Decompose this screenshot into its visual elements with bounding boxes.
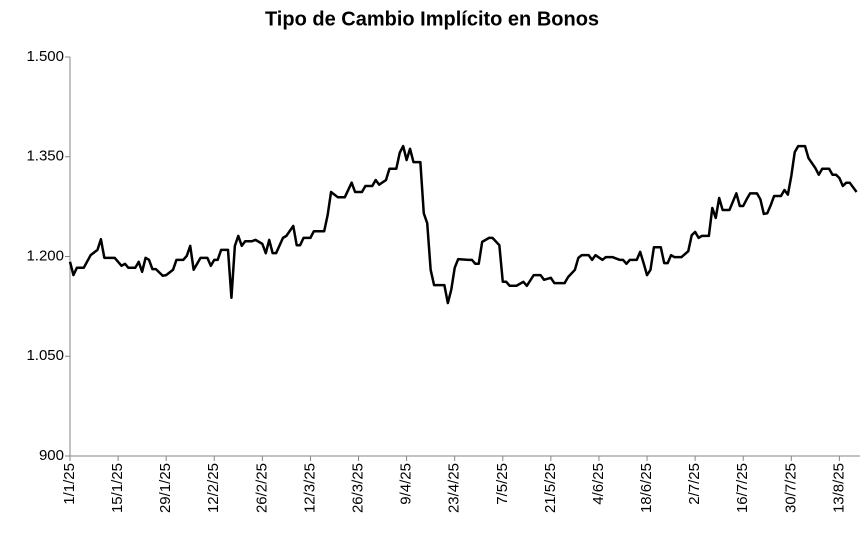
x-tick-label: 1/1/25 — [61, 463, 78, 505]
x-tick-label: 29/1/25 — [157, 463, 174, 513]
y-tick-label: 1.200 — [26, 247, 64, 264]
x-tick-label: 12/2/25 — [205, 463, 222, 513]
data-line — [68, 144, 858, 305]
y-tick-label: 1.500 — [26, 48, 64, 65]
x-tick-label: 13/8/25 — [830, 463, 847, 513]
x-tick-label: 9/4/25 — [398, 463, 415, 505]
x-tick-label: 2/7/25 — [686, 463, 703, 505]
y-tick-label: 1.050 — [26, 347, 64, 364]
x-tick-label: 7/5/25 — [494, 463, 511, 505]
x-tick-label: 12/3/25 — [301, 463, 318, 513]
x-tick-label: 21/5/25 — [542, 463, 559, 513]
x-tick-label: 15/1/25 — [109, 463, 126, 513]
x-tick-label: 4/6/25 — [590, 463, 607, 505]
x-tick-label: 26/2/25 — [253, 463, 270, 513]
x-tick-label: 18/6/25 — [638, 463, 655, 513]
x-tick-label: 23/4/25 — [446, 463, 463, 513]
x-tick-label: 30/7/25 — [782, 463, 799, 513]
y-tick-label: 900 — [39, 447, 64, 464]
y-tick-label: 1.350 — [26, 148, 64, 165]
x-tick-label: 26/3/25 — [349, 463, 366, 513]
x-tick-label: 16/7/25 — [734, 463, 751, 513]
chart-title: Tipo de Cambio Implícito en Bonos — [265, 8, 599, 30]
